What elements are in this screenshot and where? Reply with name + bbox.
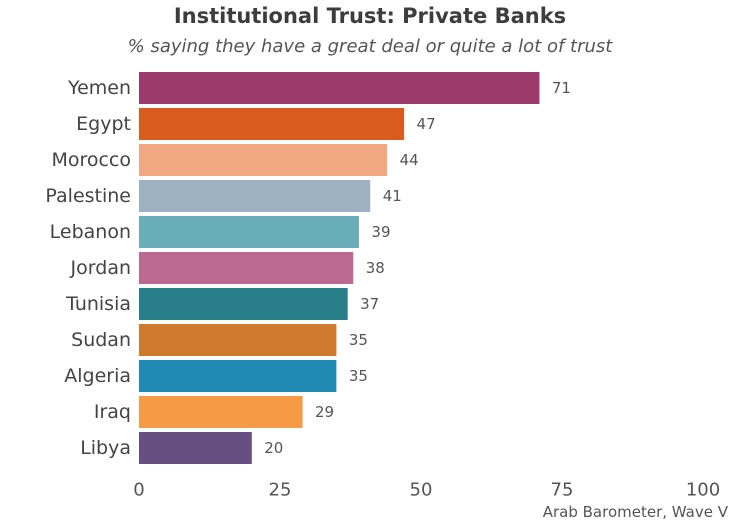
value-label-libya: 20 [264, 439, 283, 457]
chart-title: Institutional Trust: Private Banks [173, 4, 567, 28]
x-tick-label-75: 75 [551, 480, 574, 501]
category-label-iraq: Iraq [94, 401, 131, 423]
bar-morocco [139, 144, 388, 176]
x-tick-label-50: 50 [410, 480, 433, 501]
category-label-palestine: Palestine [45, 185, 131, 207]
category-label-sudan: Sudan [71, 329, 131, 351]
bar-yemen [139, 72, 540, 104]
category-label-jordan: Jordan [70, 257, 131, 279]
value-label-egypt: 47 [417, 115, 436, 133]
bar-sudan [139, 324, 337, 356]
value-label-jordan: 38 [366, 259, 385, 277]
value-label-palestine: 41 [383, 187, 402, 205]
bar-palestine [139, 180, 371, 212]
bar-egypt [139, 108, 405, 140]
bar-algeria [139, 360, 337, 392]
value-label-morocco: 44 [400, 151, 419, 169]
value-label-yemen: 71 [552, 79, 571, 97]
chart-subtitle: % saying they have a great deal or quite… [127, 36, 613, 57]
category-label-algeria: Algeria [64, 365, 131, 387]
bar-tunisia [139, 288, 348, 320]
category-label-lebanon: Lebanon [50, 221, 131, 243]
x-tick-label-100: 100 [686, 480, 720, 501]
chart-caption: Arab Barometer, Wave V [542, 503, 728, 521]
bar-libya [139, 432, 252, 464]
value-label-algeria: 35 [349, 367, 368, 385]
bar-iraq [139, 396, 303, 428]
category-label-tunisia: Tunisia [65, 293, 131, 315]
category-label-morocco: Morocco [51, 149, 131, 171]
value-label-lebanon: 39 [371, 223, 390, 241]
category-label-yemen: Yemen [67, 77, 131, 99]
category-label-egypt: Egypt [76, 113, 131, 135]
bar-lebanon [139, 216, 359, 248]
bar-jordan [139, 252, 354, 284]
value-label-tunisia: 37 [360, 295, 379, 313]
x-tick-label-25: 25 [269, 480, 292, 501]
value-label-sudan: 35 [349, 331, 368, 349]
category-label-libya: Libya [80, 437, 131, 459]
value-label-iraq: 29 [315, 403, 334, 421]
x-tick-label-0: 0 [133, 480, 144, 501]
